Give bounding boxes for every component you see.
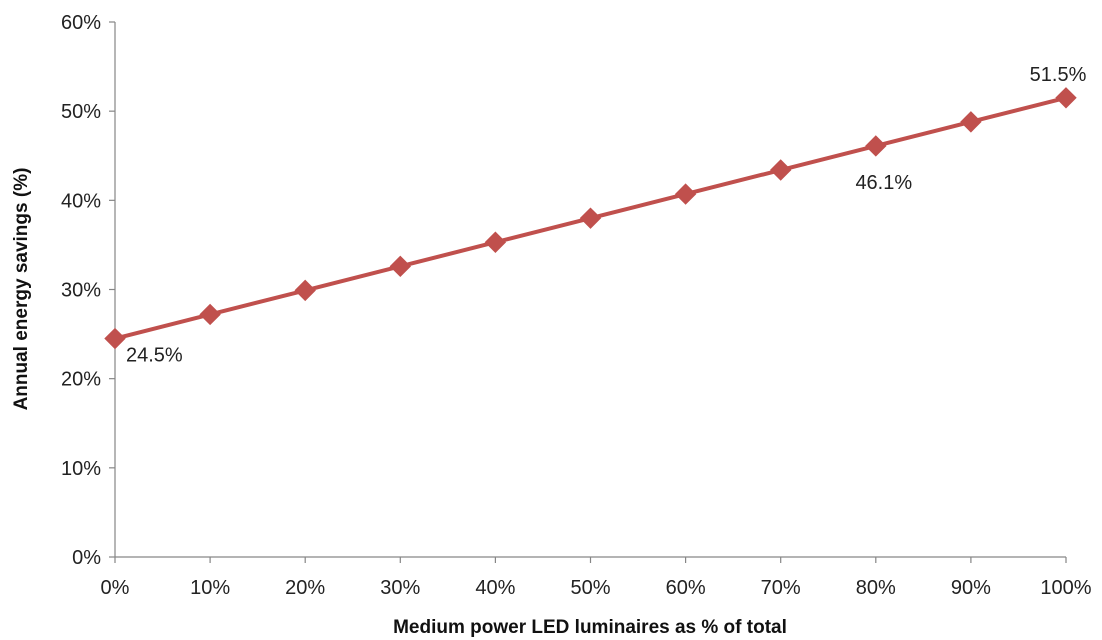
y-tick-label: 40% <box>61 190 101 212</box>
x-tick-label: 40% <box>475 577 515 599</box>
data-label: 51.5% <box>1030 64 1087 86</box>
y-tick-label: 30% <box>61 280 101 302</box>
data-point-marker <box>674 183 697 205</box>
data-label: 46.1% <box>855 172 912 194</box>
x-tick-label: 30% <box>380 577 420 599</box>
x-tick-label: 50% <box>570 577 610 599</box>
y-tick-label: 60% <box>61 12 101 34</box>
x-tick-label: 90% <box>951 577 991 599</box>
x-tick-label: 60% <box>666 577 706 599</box>
data-point-marker <box>579 207 602 229</box>
data-point-marker <box>484 231 507 253</box>
x-tick-label: 70% <box>761 577 801 599</box>
data-point-marker <box>294 279 316 302</box>
data-point-marker <box>960 111 982 133</box>
x-tick-label: 20% <box>285 577 325 599</box>
data-point-marker <box>199 303 221 326</box>
x-axis-title: Medium power LED luminaires as % of tota… <box>393 617 787 638</box>
x-tick-label: 100% <box>1040 577 1091 599</box>
y-axis-title: Annual energy savings (%) <box>11 168 32 411</box>
data-point-marker <box>1055 87 1077 109</box>
series-line-group <box>104 87 1077 350</box>
x-tick-label: 0% <box>101 577 130 599</box>
x-tick-label: 10% <box>190 577 230 599</box>
data-point-marker <box>104 327 126 350</box>
data-point-marker <box>865 135 887 157</box>
data-labels: 24.5% 46.1% 51.5% <box>126 64 1087 367</box>
y-tick-label: 50% <box>61 101 101 123</box>
x-tick-label: 80% <box>856 577 896 599</box>
y-tick-label: 0% <box>72 547 101 569</box>
data-point-marker <box>769 159 792 181</box>
y-tick-label: 20% <box>61 369 101 391</box>
y-tick-label: 10% <box>61 458 101 480</box>
axes: 0% 10% 20% 30% 40% 50% 60% 0% 10% 20% 30% 40% 50% 60%… <box>61 12 1092 599</box>
data-label: 24.5% <box>126 345 183 367</box>
data-point-marker <box>389 255 412 278</box>
